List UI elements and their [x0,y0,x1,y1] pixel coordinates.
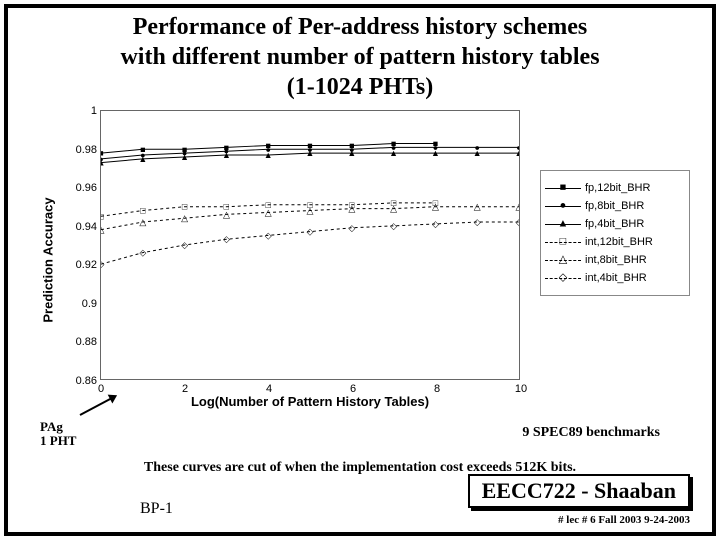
title-line-2: with different number of pattern history… [120,44,599,70]
svg-text:△: △ [307,206,314,216]
legend-item: ◇int,4bit_BHR [545,271,685,285]
svg-text:◇: ◇ [101,259,105,269]
svg-text:▲: ▲ [138,154,147,164]
slide-title: Performance of Per-address history schem… [0,12,720,102]
x-tick: 4 [266,383,272,395]
footer-box: EECC722 - Shaaban [468,474,690,508]
svg-text:△: △ [432,202,439,212]
plot-area: ■■■■■■■■■●●●●●●●●●●●▲▲▲▲▲▲▲▲▲▲▲□□□□□□□□□… [100,110,520,380]
legend-label: fp,12bit_BHR [585,182,650,194]
title-line-3: (1-1024 PHTs) [287,74,433,100]
x-tick: 2 [182,383,188,395]
x-tick: 8 [434,383,440,395]
svg-text:△: △ [265,207,272,217]
x-tick: 10 [515,383,527,395]
svg-text:◇: ◇ [390,221,397,231]
legend-label: int,12bit_BHR [585,236,653,248]
svg-text:△: △ [390,204,397,214]
x-tick: 6 [350,383,356,395]
svg-text:△: △ [348,204,355,214]
svg-text:◇: ◇ [432,219,439,229]
chart-svg: ■■■■■■■■■●●●●●●●●●●●▲▲▲▲▲▲▲▲▲▲▲□□□□□□□□□… [101,111,519,379]
y-tick: 1 [67,105,97,117]
svg-text:▲: ▲ [222,150,231,160]
svg-text:◇: ◇ [348,223,355,233]
svg-text:△: △ [181,213,188,223]
bp-label: BP-1 [140,500,173,518]
legend-item: △int,8bit_BHR [545,253,685,267]
chart: Prediction Accuracy ■■■■■■■■■●●●●●●●●●●●… [60,110,520,410]
legend: ■fp,12bit_BHR ●fp,8bit_BHR ▲fp,4bit_BHR □in… [540,170,690,296]
svg-text:▲: ▲ [101,158,105,168]
legend-item: ▲fp,4bit_BHR [545,217,685,231]
svg-text:▲: ▲ [389,148,398,158]
svg-text:◇: ◇ [139,248,146,258]
y-tick: 0.94 [67,221,97,233]
legend-item: ■fp,12bit_BHR [545,181,685,195]
spec-annotation: 9 SPEC89 benchmarks [522,425,660,441]
svg-text:□: □ [140,206,146,216]
svg-text:▲: ▲ [347,148,356,158]
svg-text:▲: ▲ [473,148,482,158]
svg-text:▲: ▲ [180,152,189,162]
y-tick: 0.92 [67,259,97,271]
svg-text:△: △ [516,202,519,212]
svg-text:◇: ◇ [474,217,481,227]
y-tick: 0.98 [67,144,97,156]
svg-text:◇: ◇ [181,240,188,250]
legend-label: fp,4bit_BHR [585,218,644,230]
svg-text:▲: ▲ [306,148,315,158]
legend-item: □int,12bit_BHR [545,235,685,249]
y-axis-label: Prediction Accuracy [41,197,56,322]
x-tick: 0 [98,383,104,395]
footer-sub: # lec # 6 Fall 2003 9-24-2003 [558,514,690,526]
svg-text:△: △ [223,209,230,219]
legend-label: int,4bit_BHR [585,272,647,284]
y-tick: 0.88 [67,336,97,348]
svg-text:△: △ [101,225,105,235]
y-tick: 0.86 [67,375,97,387]
y-tick: 0.96 [67,182,97,194]
svg-text:◇: ◇ [223,234,230,244]
svg-text:▲: ▲ [515,148,519,158]
svg-text:▲: ▲ [431,148,440,158]
pag-annotation: PAg 1 PHT [40,420,76,449]
svg-text:◇: ◇ [516,217,519,227]
svg-text:▲: ▲ [264,150,273,160]
x-axis-label: Log(Number of Pattern History Tables) [191,394,429,409]
pag-line-1: PAg [40,419,63,434]
svg-text:◇: ◇ [307,227,314,237]
pag-line-2: 1 PHT [40,433,76,448]
svg-text:△: △ [474,202,481,212]
svg-text:△: △ [139,217,146,227]
legend-label: int,8bit_BHR [585,254,647,266]
svg-text:◇: ◇ [265,230,272,240]
legend-item: ●fp,8bit_BHR [545,199,685,213]
svg-text:□: □ [182,202,188,212]
title-line-1: Performance of Per-address history schem… [133,14,588,40]
legend-label: fp,8bit_BHR [585,200,644,212]
y-tick: 0.9 [67,298,97,310]
